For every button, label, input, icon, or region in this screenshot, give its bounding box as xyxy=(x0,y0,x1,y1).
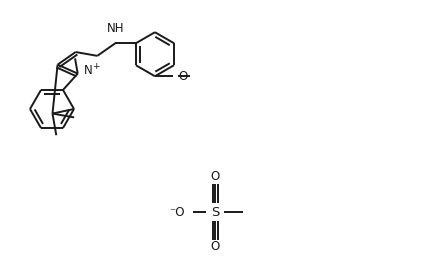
Text: N: N xyxy=(84,64,93,77)
Text: ⁻O: ⁻O xyxy=(170,206,185,218)
Text: S: S xyxy=(211,206,219,218)
Text: O: O xyxy=(210,241,220,253)
Text: O: O xyxy=(178,70,187,83)
Text: O: O xyxy=(210,171,220,183)
Text: +: + xyxy=(92,62,99,71)
Text: NH: NH xyxy=(107,22,124,35)
